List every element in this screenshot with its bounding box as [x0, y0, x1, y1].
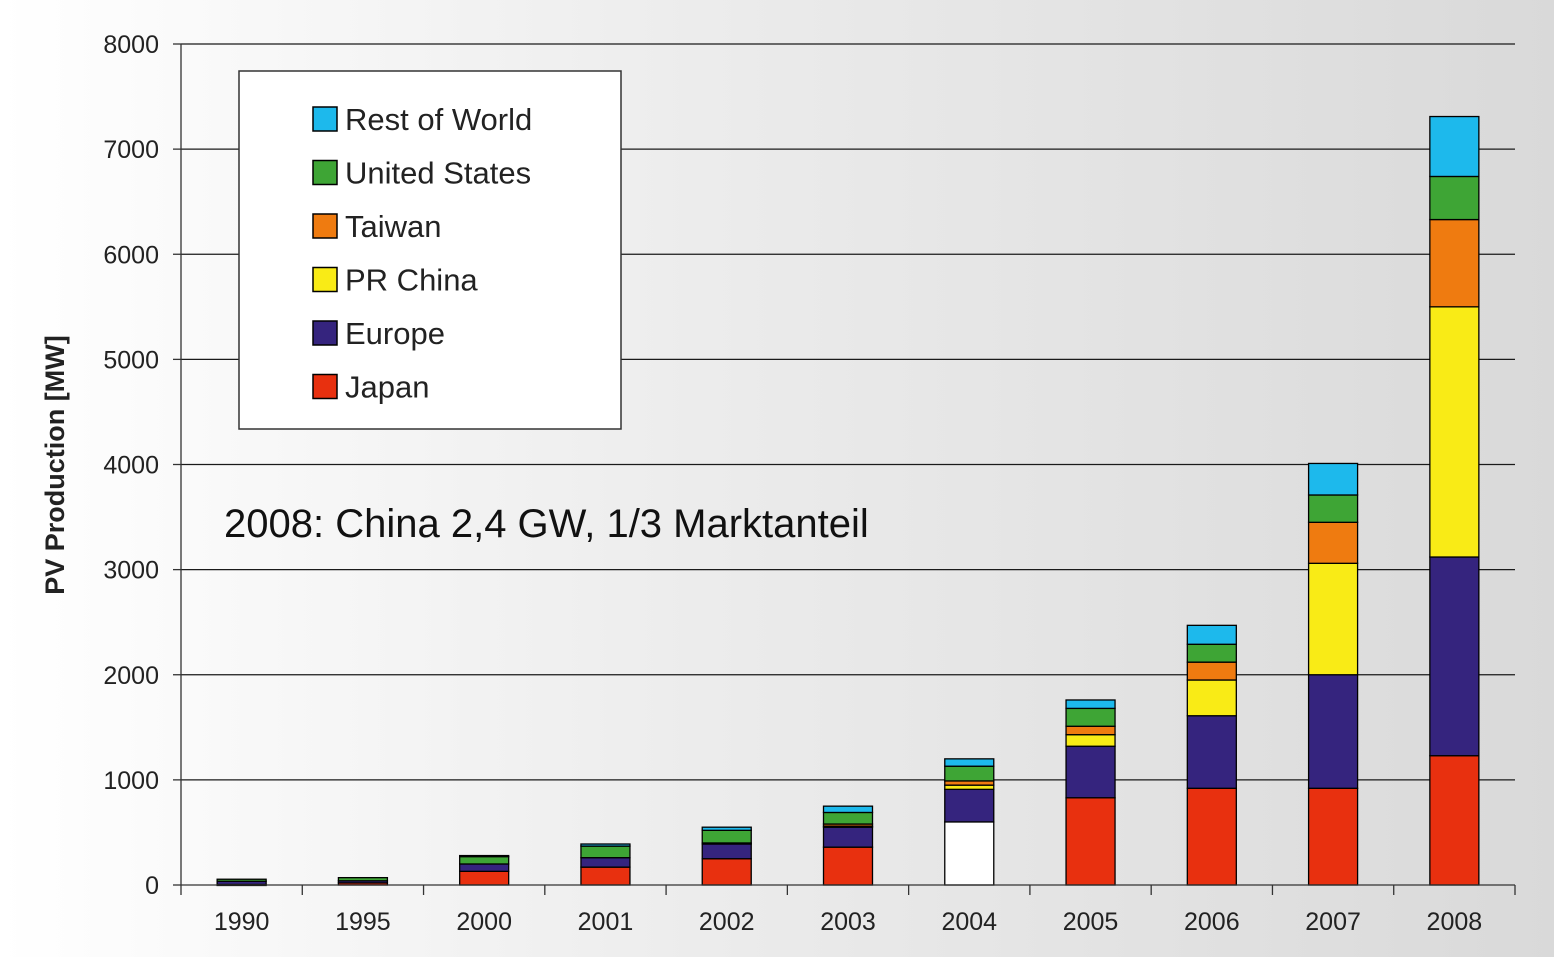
- legend-label-pr-china: PR China: [345, 263, 478, 298]
- legend-box: [238, 70, 622, 430]
- bar-2004-japan: [944, 821, 995, 886]
- bar-2007-united-states: [1307, 494, 1359, 523]
- annotation-text: 2008: China 2,4 GW, 1/3 Marktanteil: [224, 502, 869, 546]
- bar-2005-europe: [1065, 745, 1116, 799]
- bar-2001-europe: [580, 857, 631, 868]
- bar-2004-united-states: [944, 765, 995, 782]
- x-tick-label-2002: 2002: [699, 908, 755, 936]
- bar-2006-rest-of-world: [1186, 624, 1237, 645]
- bar-2007-japan: [1307, 787, 1359, 886]
- x-tick-label-2008: 2008: [1427, 908, 1483, 936]
- y-tick-label-2000: 2000: [103, 662, 159, 690]
- legend-swatch-europe: [312, 320, 338, 346]
- legend-label-taiwan: Taiwan: [345, 209, 442, 244]
- legend-swatch-pr-china: [312, 266, 338, 293]
- bar-2006-united-states: [1186, 643, 1237, 663]
- y-tick-label-8000: 8000: [103, 31, 159, 59]
- axes: 0 1000 2000 3000 4000 5000 6000 7000 8000 1990 199…: [103, 31, 1516, 936]
- bar-2001-united-states: [580, 845, 631, 859]
- bar-1995-united-states: [337, 876, 389, 882]
- bar-1990-united-states: [216, 878, 267, 882]
- bar-2005-rest-of-world: [1065, 699, 1116, 710]
- bar-2000-europe: [459, 863, 510, 872]
- bar-2007-taiwan: [1307, 521, 1359, 564]
- legend-swatch-japan: [312, 373, 338, 400]
- y-tick-label-7000: 7000: [103, 136, 159, 164]
- bar-2003-japan: [822, 846, 874, 886]
- bar-2002-europe: [701, 843, 752, 860]
- bar-2005-united-states: [1065, 707, 1116, 727]
- y-tick-label-0: 0: [145, 872, 159, 900]
- bar-2004-rest-of-world: [944, 758, 995, 767]
- bar-2005-japan: [1065, 797, 1116, 886]
- bar-2007-europe: [1307, 674, 1359, 789]
- y-tick-label-5000: 5000: [103, 346, 159, 374]
- bars: [216, 115, 1480, 887]
- bar-2006-pr-china: [1186, 679, 1237, 717]
- legend: Rest of World United States Taiwan PR China…: [238, 70, 622, 430]
- bar-2008-europe: [1429, 556, 1480, 757]
- y-tick-label-1000: 1000: [103, 767, 159, 795]
- bar-2003-europe: [822, 826, 874, 848]
- bar-2003-united-states: [822, 811, 874, 825]
- bar-2000-rest-of-world: [459, 854, 510, 858]
- bar-2001-rest-of-world: [580, 843, 631, 847]
- x-tick-label-2006: 2006: [1184, 908, 1240, 936]
- x-tick-label-2003: 2003: [820, 908, 876, 936]
- bar-2000-united-states: [459, 855, 510, 865]
- legend-label-europe: Europe: [345, 316, 445, 351]
- bar-2008-united-states: [1429, 175, 1480, 221]
- y-tick-label-6000: 6000: [103, 241, 159, 269]
- x-tick-label-2001: 2001: [578, 908, 634, 936]
- bar-2008-taiwan: [1429, 218, 1480, 308]
- bar-2006-europe: [1186, 715, 1237, 789]
- bar-2005-pr-china: [1065, 734, 1116, 747]
- bar-2004-europe: [944, 788, 995, 823]
- x-tick-label-2000: 2000: [456, 908, 512, 936]
- x-tick-label-1995: 1995: [335, 908, 391, 936]
- bar-2002-rest-of-world: [701, 826, 752, 831]
- x-tick-label-2005: 2005: [1063, 908, 1119, 936]
- legend-swatch-rest-of-world: [312, 106, 338, 132]
- bar-2005-taiwan: [1065, 725, 1116, 736]
- bar-2001-japan: [580, 866, 631, 886]
- y-axis-title: PV Production [MW]: [40, 335, 70, 594]
- x-tick-label-2004: 2004: [941, 908, 997, 936]
- legend-label-rest-of-world: Rest of World: [345, 102, 532, 137]
- bar-2008-pr-china: [1429, 306, 1480, 558]
- bar-2008-japan: [1429, 755, 1480, 886]
- bar-2007-rest-of-world: [1307, 462, 1359, 496]
- bar-2002-japan: [701, 858, 752, 886]
- bar-2002-united-states: [701, 829, 752, 844]
- x-tick-label-1990: 1990: [214, 908, 270, 936]
- legend-label-united-states: United States: [345, 156, 531, 191]
- bar-2000-japan: [459, 870, 510, 886]
- bar-2008-rest-of-world: [1429, 115, 1480, 178]
- bar-2006-japan: [1186, 787, 1237, 886]
- bar-2003-rest-of-world: [822, 805, 874, 814]
- bar-2007-pr-china: [1307, 562, 1359, 676]
- bar-2006-taiwan: [1186, 661, 1237, 681]
- x-tick-label-2007: 2007: [1305, 908, 1361, 936]
- legend-swatch-taiwan: [312, 213, 338, 239]
- y-tick-label-3000: 3000: [103, 557, 159, 585]
- legend-label-japan: Japan: [345, 370, 429, 405]
- legend-swatch-united-states: [312, 159, 338, 186]
- y-tick-label-4000: 4000: [103, 452, 159, 480]
